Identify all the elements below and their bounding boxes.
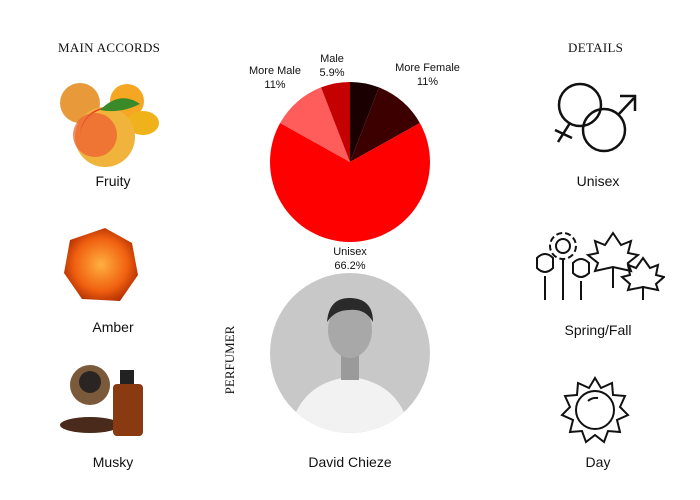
main-accords-title: MAIN ACCORDS bbox=[58, 40, 161, 55]
pie-label-more-male-value: 11% bbox=[264, 79, 286, 91]
pie-label-unisex-name: Unisex bbox=[333, 246, 367, 258]
pie-label-more-female-value: 11% bbox=[416, 76, 439, 88]
perfumer-name[interactable]: David Chieze bbox=[308, 454, 392, 470]
detail-label-unisex: Unisex bbox=[576, 173, 620, 189]
pie-slice-male bbox=[321, 82, 350, 162]
fruit-image bbox=[60, 83, 159, 167]
details-title: DETAILS bbox=[568, 40, 624, 55]
perfumer-photo[interactable] bbox=[269, 272, 431, 434]
pie-label-more-female-name: More Female bbox=[395, 62, 460, 74]
gender-pie-chart bbox=[270, 82, 430, 242]
detail-label-season: Spring/Fall bbox=[564, 322, 632, 338]
amber-stone-image bbox=[64, 228, 138, 301]
accord-label-amber: Amber bbox=[92, 319, 134, 335]
pie-label-unisex: Unisex 66.2% bbox=[320, 245, 380, 273]
pie-slice-unisex bbox=[270, 123, 430, 242]
flowers-leaves-icon bbox=[536, 231, 665, 300]
pie-label-male-value: 5.9% bbox=[319, 67, 345, 79]
pie-label-male-name: Male bbox=[320, 53, 344, 65]
musk-bottle-image bbox=[60, 365, 143, 436]
pie-label-unisex-value: 66.2% bbox=[334, 260, 366, 272]
perfumer-heading: PERFUMER bbox=[222, 325, 237, 395]
accord-label-fruity: Fruity bbox=[95, 173, 131, 189]
pie-slice-female bbox=[350, 82, 379, 162]
gender-symbols-icon bbox=[554, 82, 637, 153]
pie-label-more-male-name: More Male bbox=[249, 65, 301, 77]
detail-label-time: Day bbox=[585, 454, 611, 470]
pie-label-more-male: More Male 11% bbox=[240, 64, 310, 92]
pie-label-more-female: More Female 11% bbox=[385, 61, 470, 89]
accord-label-musky: Musky bbox=[92, 454, 134, 470]
pie-label-male: Male 5.9% bbox=[310, 52, 354, 80]
sun-icon bbox=[560, 376, 630, 444]
pie-slice-more-female bbox=[350, 87, 420, 162]
pie-slice-more-male bbox=[280, 87, 350, 162]
